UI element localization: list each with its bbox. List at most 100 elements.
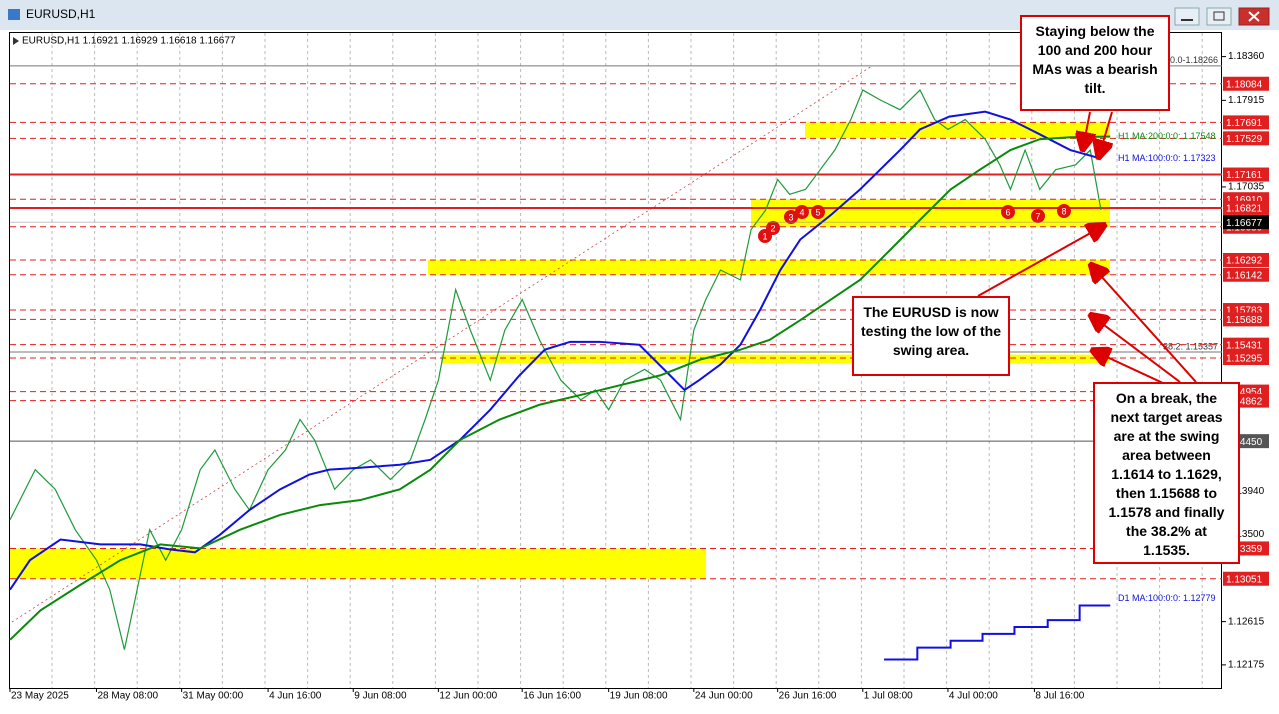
arrow bbox=[1092, 316, 1181, 383]
arrow bbox=[1099, 111, 1112, 156]
current-price-label: 1.16677 bbox=[1226, 218, 1263, 229]
level-tag-label: 1.16292 bbox=[1226, 256, 1263, 267]
x-tick-label: 9 Jun 08:00 bbox=[354, 691, 407, 702]
y-tick-label: 1.12615 bbox=[1228, 616, 1265, 627]
series-label: H1 MA:200:0:0: 1.17548 bbox=[1118, 131, 1216, 141]
level-tag-label: 1.13051 bbox=[1226, 574, 1263, 585]
y-tick-label: 1.18360 bbox=[1228, 51, 1265, 62]
marker bbox=[1031, 209, 1045, 223]
marker bbox=[766, 221, 780, 235]
fib-label: 38.2: 1.15357 bbox=[1163, 341, 1218, 351]
x-tick-label: 28 May 08:00 bbox=[97, 691, 158, 702]
marker-label: 7 bbox=[1035, 211, 1040, 221]
level-tag bbox=[1223, 337, 1269, 352]
marker-label: 3 bbox=[788, 212, 793, 222]
y-tick-label: 1.13940 bbox=[1228, 486, 1265, 497]
level-tag bbox=[1223, 200, 1269, 215]
marker-label: 5 bbox=[815, 207, 820, 217]
level-tag-label: 1.17161 bbox=[1226, 170, 1263, 181]
level-tag-label: 1.16142 bbox=[1226, 270, 1263, 281]
zone bbox=[805, 122, 1110, 139]
zone bbox=[441, 354, 1110, 364]
plot-frame bbox=[9, 32, 1222, 689]
level-tag bbox=[1223, 167, 1269, 182]
level-tag-label: 1.16910 bbox=[1226, 195, 1263, 206]
level-tag-label: 1.17529 bbox=[1226, 134, 1263, 145]
series-label: D1 MA:100:0:0: 1.12779 bbox=[1118, 593, 1216, 603]
symbol-icon bbox=[13, 37, 19, 45]
x-tick-label: 24 Jun 00:00 bbox=[695, 691, 753, 702]
level-tag-label: 1.16821 bbox=[1226, 204, 1263, 215]
x-tick-label: 26 Jun 16:00 bbox=[779, 691, 837, 702]
level-tag-label: 1.17691 bbox=[1226, 118, 1263, 129]
marker-label: 8 bbox=[1061, 206, 1066, 216]
marker-label: 6 bbox=[1005, 207, 1010, 217]
level-tag-label: 1.18084 bbox=[1226, 79, 1263, 90]
series-line bbox=[9, 89, 1102, 650]
series-line bbox=[9, 110, 1102, 591]
zone bbox=[428, 259, 1110, 275]
marker bbox=[784, 210, 798, 224]
level-tag-label: 1.15295 bbox=[1226, 354, 1263, 365]
marker bbox=[811, 205, 825, 219]
level-tag-label: 1.13359 bbox=[1226, 544, 1263, 555]
plot-area: 0.0-1.18266 38.2: 1.15357 1.18360 1.17915 1.… bbox=[9, 33, 1269, 702]
window-title: EURUSD,H1 bbox=[26, 7, 96, 21]
series-label: H1 MA:100:0:0: 1.17323 bbox=[1118, 153, 1216, 163]
level-tag bbox=[1223, 252, 1269, 267]
x-tick-label: 12 Jun 00:00 bbox=[439, 691, 497, 702]
fib-trendline bbox=[11, 65, 873, 623]
level-tag-label: 1.14954 bbox=[1226, 387, 1263, 398]
y-tick-label: 1.13500 bbox=[1228, 529, 1265, 540]
level-tag-label: 1.15783 bbox=[1226, 306, 1263, 317]
level-tag-label: 1.15431 bbox=[1226, 340, 1263, 351]
level-tag-label: 1.14450 bbox=[1226, 437, 1263, 448]
annotation-arrows bbox=[977, 111, 1197, 385]
annotation: The EURUSD is now testing the low of the… bbox=[852, 296, 1010, 376]
level-tag bbox=[1223, 115, 1269, 130]
symbol-info: EURUSD,H1 1.16921 1.16929 1.16618 1.1667… bbox=[22, 36, 236, 47]
marker-label: 4 bbox=[799, 207, 804, 217]
level-tag bbox=[1223, 571, 1269, 586]
annotation: Staying below the 100 and 200 hour MAs w… bbox=[1020, 15, 1170, 111]
level-tag bbox=[1223, 267, 1269, 282]
x-tick-label: 1 Jul 08:00 bbox=[864, 691, 913, 702]
y-tick-label: 1.17915 bbox=[1228, 95, 1265, 106]
maximize-button[interactable] bbox=[1206, 7, 1232, 26]
x-tick-label: 19 Jun 08:00 bbox=[610, 691, 668, 702]
marker bbox=[795, 205, 809, 219]
x-tick-label: 16 Jun 16:00 bbox=[523, 691, 581, 702]
arrow bbox=[1092, 266, 1197, 383]
marker-label: 2 bbox=[770, 223, 775, 233]
x-tick-label: 23 May 2025 bbox=[11, 691, 69, 702]
y-tick-label: 1.17035 bbox=[1228, 182, 1265, 193]
level-tag bbox=[1223, 312, 1269, 327]
series-line bbox=[9, 135, 1111, 641]
marker-label: 1 bbox=[762, 231, 767, 241]
x-tick-label: 4 Jun 16:00 bbox=[269, 691, 322, 702]
level-tag-label: 1.15688 bbox=[1226, 315, 1263, 326]
level-tag-label: 1.14862 bbox=[1226, 396, 1263, 407]
series-line bbox=[884, 604, 1111, 661]
fib-label: 0.0-1.18266 bbox=[1170, 55, 1218, 65]
arrow bbox=[977, 226, 1103, 297]
zone bbox=[10, 548, 706, 579]
x-tick-label: 8 Jul 16:00 bbox=[1035, 691, 1084, 702]
arrow bbox=[1094, 351, 1166, 385]
window-icon bbox=[8, 9, 20, 20]
level-tag bbox=[1223, 351, 1269, 366]
minimize-button[interactable] bbox=[1174, 7, 1200, 26]
x-tick-label: 31 May 00:00 bbox=[183, 691, 244, 702]
annotation: On a break, the next target areas are at… bbox=[1093, 382, 1240, 564]
close-icon bbox=[1248, 11, 1260, 22]
arrow bbox=[1083, 111, 1090, 148]
current-price-tag bbox=[1223, 215, 1269, 230]
marker bbox=[1001, 205, 1015, 219]
marker bbox=[1057, 204, 1071, 218]
level-tag bbox=[1223, 131, 1269, 146]
level-tag bbox=[1223, 76, 1269, 91]
y-tick-label: 1.12175 bbox=[1228, 660, 1265, 671]
